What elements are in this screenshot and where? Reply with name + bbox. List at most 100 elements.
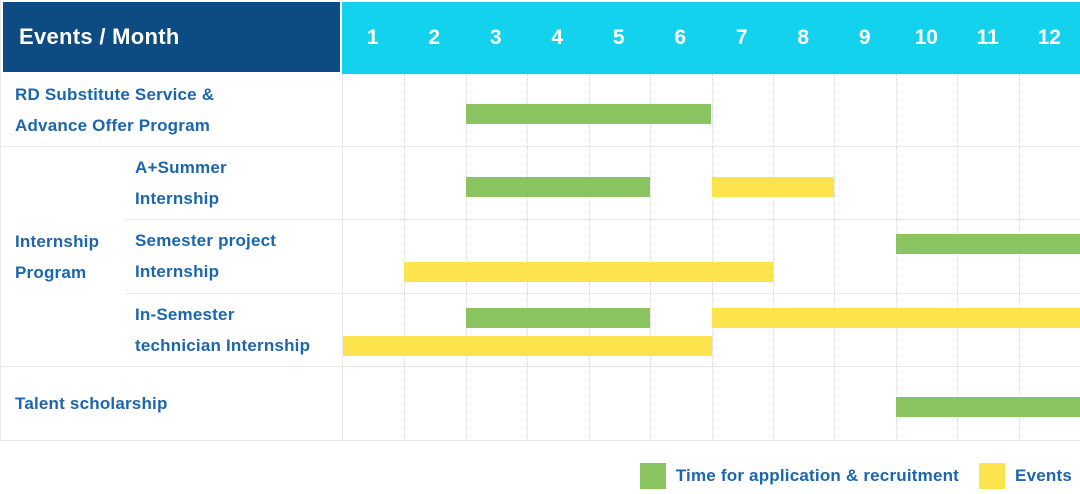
month-gridline — [772, 220, 834, 293]
month-gridline — [588, 367, 650, 440]
month-gridline — [404, 147, 465, 220]
month-gridline — [588, 220, 650, 293]
month-gridline — [772, 367, 834, 440]
month-gridline — [465, 220, 527, 293]
month-gridline — [772, 74, 834, 146]
row-label-line: technician Internship — [135, 335, 311, 355]
internship-subrows: A+Summer Internship Semester project Int… — [125, 147, 1080, 366]
row-label-line: A+Summer — [135, 158, 227, 178]
row-a-summer: A+Summer Internship — [125, 147, 1080, 220]
row-label-line: In-Semester — [135, 304, 235, 324]
gantt-bar-application — [895, 234, 1080, 255]
month-header-cell: 11 — [976, 26, 999, 49]
corner-cell: Events / Month — [1, 2, 342, 74]
gantt-table: Events / Month 1 2 3 4 5 6 7 8 9 10 11 12 RD Substi… — [0, 0, 1080, 441]
chart-area-talent — [342, 367, 1080, 440]
row-rd-substitute: RD Substitute Service & Advance Offer Pr… — [1, 74, 1080, 146]
month-header-cell: 12 — [1037, 26, 1061, 49]
month-gridline — [588, 293, 650, 366]
month-gridline — [1018, 74, 1080, 146]
month-header: 1 2 3 4 5 6 7 8 9 10 11 12 — [342, 2, 1080, 74]
month-gridline — [957, 147, 1018, 220]
month-gridline — [711, 367, 773, 440]
chart-area-rd — [342, 74, 1080, 146]
month-gridline — [834, 147, 895, 220]
month-gridline — [772, 293, 834, 366]
month-header-cell: 10 — [914, 26, 938, 49]
month-gridline — [711, 293, 773, 366]
month-gridline — [404, 220, 465, 293]
row-semester-project: Semester project Internship — [125, 219, 1080, 293]
month-gridline — [1018, 147, 1080, 220]
legend-item-events: Events — [979, 463, 1072, 489]
group-label-line: Program — [15, 262, 87, 282]
month-gridline — [711, 74, 773, 146]
month-gridline — [650, 293, 711, 366]
gantt-bar-events — [404, 262, 773, 283]
row-label-line: Advance Offer Program — [15, 116, 211, 135]
gantt-bar-application — [465, 177, 651, 197]
month-gridline — [834, 74, 895, 146]
row-group-internship: Internship Program A+Summer Internship S… — [1, 146, 1080, 366]
row-label-line: Internship — [135, 189, 220, 209]
table-title: Events / Month — [3, 2, 340, 72]
month-header-cell: 1 — [366, 26, 379, 49]
month-gridline — [343, 74, 404, 146]
gantt-bar-events — [711, 177, 835, 197]
row-label-a-summer: A+Summer Internship — [125, 147, 342, 219]
row-label-semester-project: Semester project Internship — [125, 220, 342, 292]
month-gridline — [650, 220, 711, 293]
month-gridline — [1018, 293, 1080, 366]
month-gridline — [957, 293, 1018, 366]
month-gridline — [711, 220, 773, 293]
month-gridline — [957, 74, 1018, 146]
chart-area-semester-project — [342, 220, 1080, 293]
month-gridline — [895, 74, 957, 146]
month-gridline — [650, 147, 711, 220]
month-gridline — [527, 220, 588, 293]
header-row: Events / Month 1 2 3 4 5 6 7 8 9 10 11 12 — [1, 2, 1080, 74]
month-gridline — [404, 74, 465, 146]
gantt-bar-application — [465, 104, 712, 124]
month-header-cell: 3 — [489, 26, 502, 49]
month-header-cell: 2 — [428, 26, 441, 49]
gantt-bar-events — [711, 307, 1080, 328]
month-gridline — [834, 293, 895, 366]
month-header-cell: 5 — [612, 26, 625, 49]
gantt-bar-application — [895, 397, 1080, 417]
legend-item-application: Time for application & recruitment — [639, 463, 960, 489]
month-gridline — [343, 220, 404, 292]
gantt-bar-events — [343, 335, 712, 356]
row-label-in-semester: In-Semester technician Internship — [125, 294, 342, 366]
group-label-line: Internship — [15, 231, 100, 251]
chart-area-in-semester — [342, 293, 1080, 366]
month-gridline — [465, 367, 527, 440]
row-label-line: Internship — [135, 262, 220, 282]
month-gridline — [343, 147, 404, 219]
row-in-semester: In-Semester technician Internship — [125, 292, 1080, 366]
month-header-cell: 8 — [797, 26, 810, 49]
legend-label-events: Events — [1015, 466, 1072, 485]
month-header-cell: 4 — [551, 26, 564, 49]
gantt-bar-application — [465, 307, 651, 328]
row-label-rd: RD Substitute Service & Advance Offer Pr… — [1, 74, 342, 146]
month-gridline — [895, 220, 957, 293]
row-label-line: RD Substitute Service & — [15, 85, 215, 104]
month-header-cell: 9 — [858, 26, 871, 49]
month-gridline — [404, 367, 465, 440]
month-gridline — [404, 293, 465, 366]
legend-label-application: Time for application & recruitment — [675, 466, 960, 485]
chart-area-a-summer — [342, 147, 1080, 220]
month-gridline — [895, 147, 957, 220]
month-gridline — [465, 293, 527, 366]
group-label-internship: Internship Program — [1, 147, 125, 366]
month-header-cell: 6 — [674, 26, 687, 49]
legend: Time for application & recruitment Event… — [0, 463, 1080, 489]
month-gridline — [834, 367, 895, 440]
row-talent-scholarship: Talent scholarship — [1, 366, 1080, 440]
month-header-cell: 7 — [735, 26, 748, 49]
month-gridline — [527, 293, 588, 366]
month-gridline — [834, 220, 895, 293]
month-gridline — [527, 367, 588, 440]
